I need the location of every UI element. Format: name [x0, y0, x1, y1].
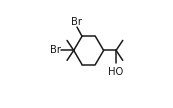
Text: Br: Br: [50, 45, 61, 55]
Text: Br: Br: [71, 17, 82, 27]
Text: HO: HO: [108, 67, 124, 77]
